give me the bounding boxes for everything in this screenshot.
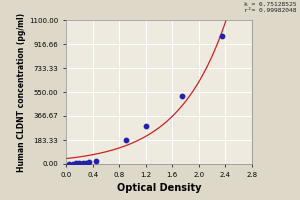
X-axis label: Optical Density: Optical Density	[117, 183, 201, 193]
Point	[67, 162, 72, 165]
Point	[94, 160, 98, 163]
Point	[74, 162, 78, 165]
Point	[143, 124, 148, 128]
Point	[77, 162, 82, 165]
Text: k = 6.75128525
r²= 0.99982048: k = 6.75128525 r²= 0.99982048	[244, 2, 297, 13]
Point	[220, 34, 224, 37]
Y-axis label: Human CLDNT concentration (pg/ml): Human CLDNT concentration (pg/ml)	[17, 12, 26, 172]
Point	[80, 161, 85, 165]
Point	[87, 161, 92, 164]
Point	[123, 138, 128, 142]
Point	[70, 162, 75, 165]
Point	[180, 94, 185, 98]
Point	[83, 161, 88, 164]
